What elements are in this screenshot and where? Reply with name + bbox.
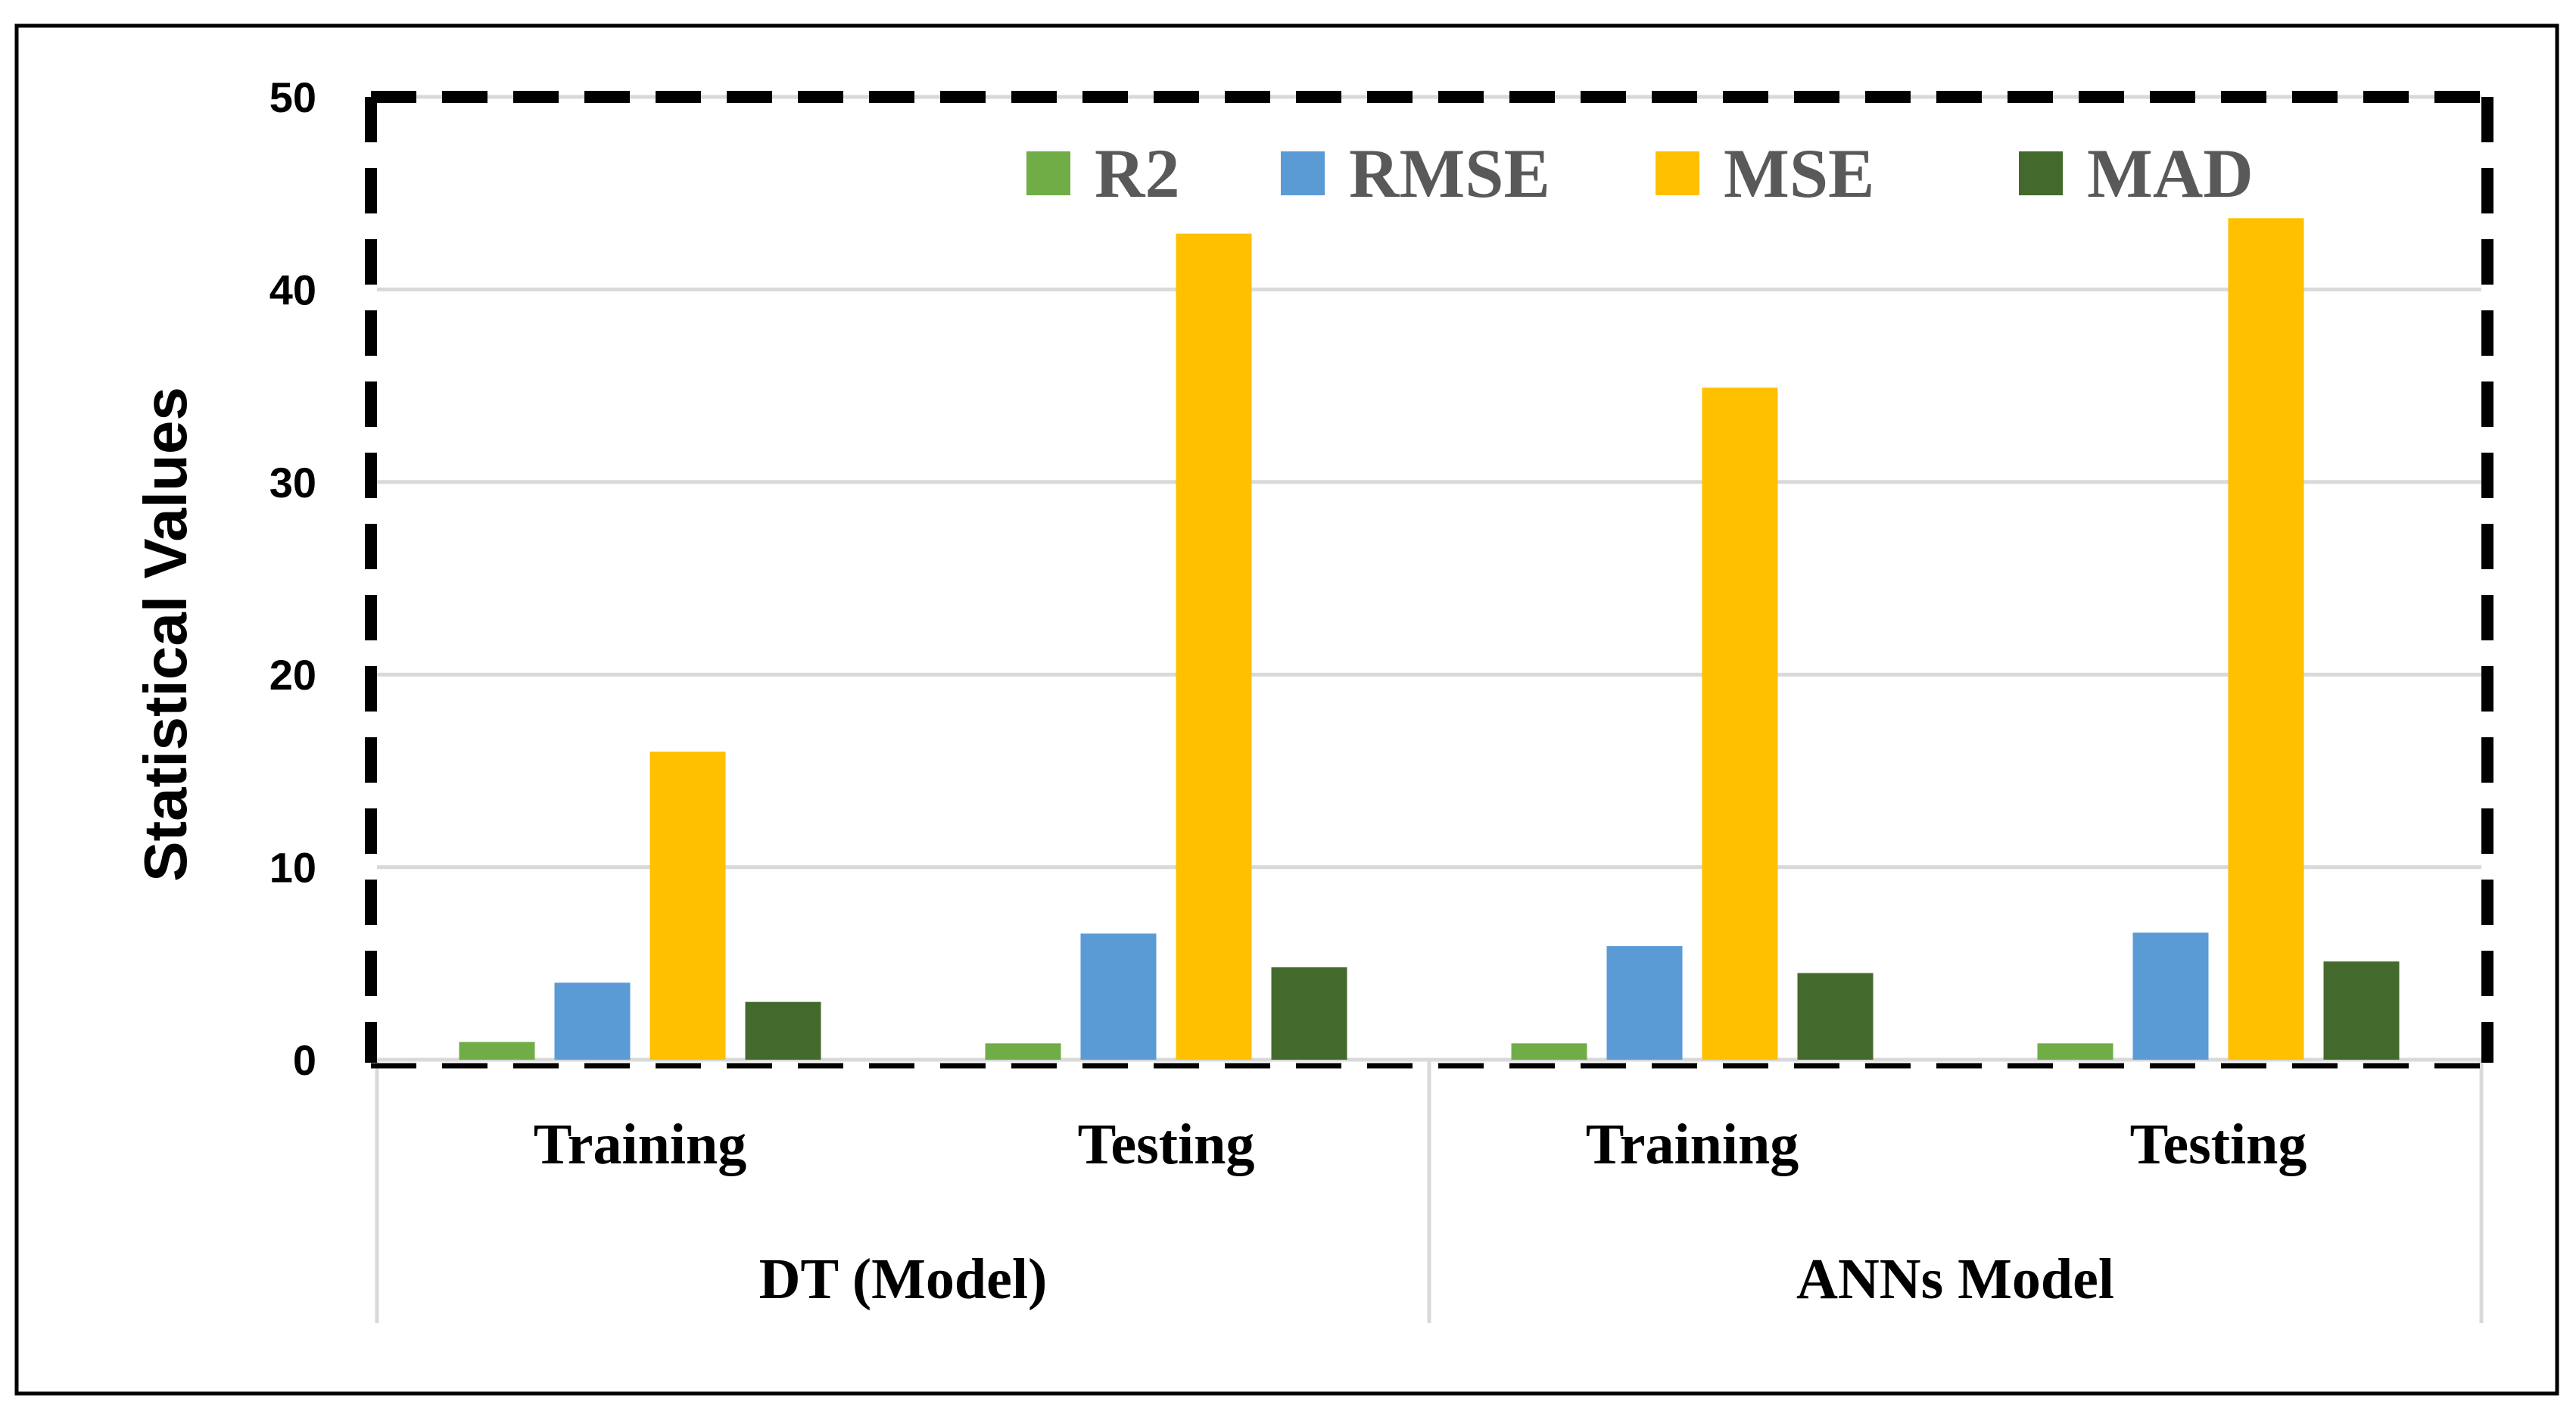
chart-frame [14, 23, 2559, 1396]
y-tick-label: 50 [269, 73, 316, 121]
y-axis-label: Statistical Values [132, 387, 199, 882]
bar-mse-0 [649, 751, 726, 1060]
y-tick-label: 10 [269, 844, 316, 892]
x-category-label: Training [1586, 1113, 1799, 1176]
legend: R2 RMSE MSE MAD [1026, 135, 2254, 212]
legend-label-mse: MSE [1724, 135, 1874, 212]
bar-mse-3 [2228, 218, 2304, 1060]
legend-swatch-mad [2019, 151, 2063, 195]
bar-rmse-1 [1080, 933, 1157, 1060]
legend-swatch-mse [1656, 151, 1699, 195]
bar-mad-2 [1797, 973, 1874, 1060]
legend-label-r2: R2 [1095, 135, 1179, 212]
y-tick-label: 40 [269, 266, 316, 313]
bar-mad-0 [745, 1001, 821, 1060]
legend-swatch-rmse [1281, 151, 1325, 195]
bar-r2-0 [459, 1042, 535, 1060]
y-tick-label: 0 [293, 1036, 316, 1084]
legend-label-rmse: RMSE [1349, 135, 1550, 212]
bar-rmse-2 [1606, 945, 1683, 1060]
bar-mse-1 [1176, 233, 1252, 1060]
x-category-label: Testing [1078, 1113, 1255, 1176]
bar-mad-1 [1271, 967, 1347, 1060]
bars [459, 218, 2400, 1060]
bar-r2-2 [1511, 1043, 1587, 1060]
y-tick-label: 20 [269, 651, 316, 699]
legend-swatch-r2 [1026, 151, 1070, 195]
gridlines [377, 95, 2481, 870]
bar-rmse-3 [2132, 933, 2209, 1060]
dashed-border [365, 91, 2493, 1069]
bar-rmse-0 [554, 982, 631, 1060]
x-group-label: DT (Model) [759, 1247, 1048, 1311]
x-category-labels: Training Testing Training Testing DT (Model)… [534, 1113, 2307, 1311]
bar-mse-2 [1702, 388, 1778, 1060]
x-group-label: ANNs Model [1796, 1247, 2114, 1311]
x-category-label: Testing [2130, 1113, 2307, 1176]
bar-mad-3 [2323, 961, 2400, 1060]
legend-label-mad: MAD [2087, 135, 2254, 212]
axis-frame [375, 1057, 2484, 1323]
bar-r2-1 [985, 1043, 1061, 1060]
bar-r2-3 [2037, 1043, 2113, 1060]
y-tick-labels: 0 10 20 30 40 50 [269, 73, 316, 1084]
y-tick-label: 30 [269, 459, 316, 506]
x-category-label: Training [534, 1113, 747, 1176]
